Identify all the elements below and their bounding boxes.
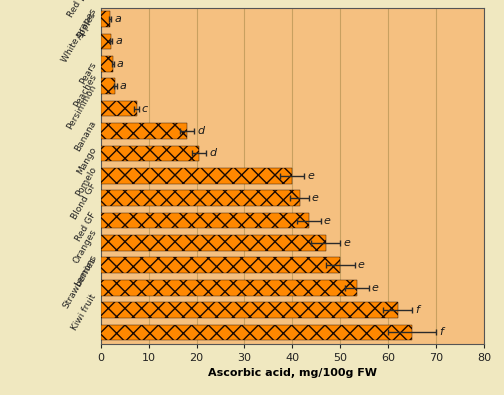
Bar — [101, 101, 137, 117]
Bar — [101, 190, 299, 206]
Bar — [101, 146, 199, 161]
X-axis label: Ascorbic acid, mg/100g FW: Ascorbic acid, mg/100g FW — [208, 368, 377, 378]
Bar — [101, 325, 412, 340]
Text: e: e — [312, 193, 319, 203]
Bar — [101, 11, 110, 27]
Text: c: c — [142, 103, 148, 114]
Bar — [101, 79, 115, 94]
Text: d: d — [197, 126, 204, 136]
Text: a: a — [117, 59, 123, 69]
Text: e: e — [324, 216, 331, 226]
Bar — [101, 258, 340, 273]
Bar — [101, 56, 113, 72]
Text: e: e — [357, 260, 364, 270]
Text: a: a — [115, 36, 122, 47]
Text: f: f — [415, 305, 419, 315]
Bar — [101, 235, 326, 251]
Text: e: e — [343, 238, 350, 248]
Text: a: a — [119, 81, 127, 91]
Text: a: a — [114, 14, 121, 24]
Bar — [101, 302, 398, 318]
Text: e: e — [372, 283, 379, 293]
Bar — [101, 34, 111, 49]
Text: e: e — [307, 171, 314, 181]
Bar — [101, 168, 292, 184]
Bar — [101, 123, 187, 139]
Bar — [101, 213, 309, 228]
Bar — [101, 280, 357, 295]
Text: d: d — [209, 149, 216, 158]
Text: f: f — [439, 327, 443, 337]
